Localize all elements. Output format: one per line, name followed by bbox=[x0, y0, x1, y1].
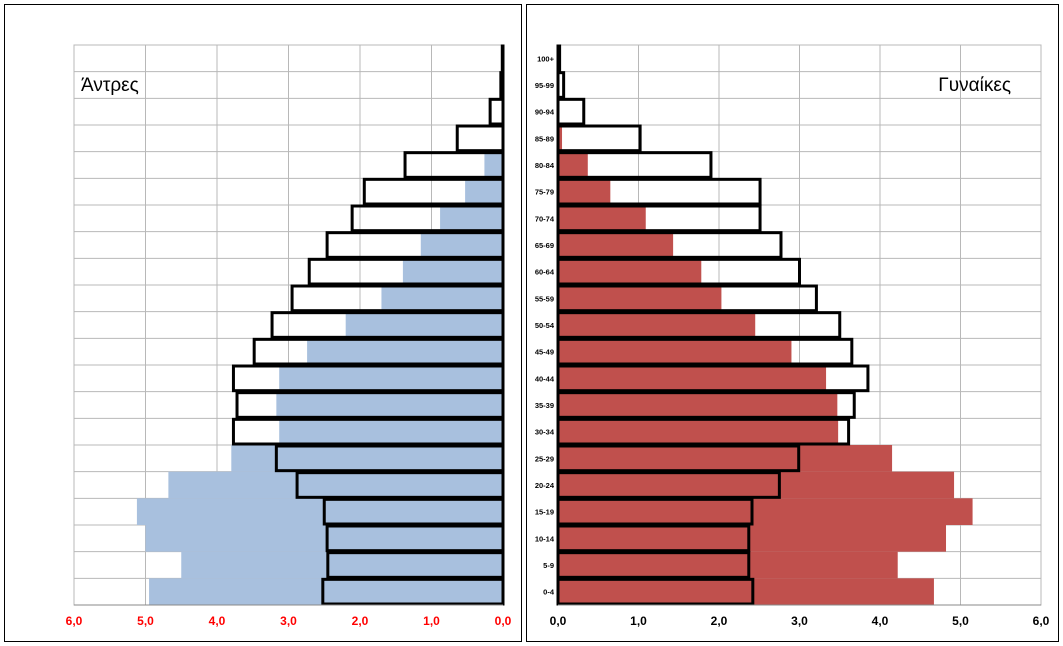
axis bbox=[74, 45, 504, 606]
x-tick-label: 3,0 bbox=[280, 614, 297, 628]
x-tick-label: 0,0 bbox=[550, 614, 567, 628]
bar-fill bbox=[231, 445, 504, 472]
x-tick-labels: 0,0 1,0 2,0 3,0 4,0 5,0 6,0 bbox=[550, 614, 1050, 628]
bar-outline bbox=[455, 124, 505, 153]
category-label: 15-19 bbox=[535, 508, 554, 517]
category-label: 40-44 bbox=[535, 374, 555, 383]
bar-fill bbox=[345, 311, 503, 339]
bar-outline bbox=[556, 97, 586, 126]
x-tick-label: 6,0 bbox=[1033, 614, 1050, 628]
bar-fill bbox=[558, 365, 827, 392]
bar-fill bbox=[558, 178, 611, 205]
bar-fill bbox=[279, 418, 503, 445]
category-label: 20-24 bbox=[535, 481, 555, 490]
bar-fill bbox=[558, 551, 898, 579]
bar-fill bbox=[558, 445, 893, 472]
category-label: 30-34 bbox=[535, 428, 555, 437]
bar-fill bbox=[402, 258, 503, 285]
bar-fill bbox=[558, 285, 722, 312]
bar-fill bbox=[145, 525, 503, 552]
fill-bars bbox=[136, 98, 504, 605]
axis bbox=[557, 45, 1041, 606]
x-tick-label: 2,0 bbox=[711, 614, 728, 628]
bar-fill bbox=[484, 151, 503, 179]
bar-fill bbox=[136, 498, 504, 525]
x-tick-label: 1,0 bbox=[630, 614, 647, 628]
category-label: 45-49 bbox=[535, 348, 554, 357]
bar-fill bbox=[558, 471, 955, 499]
x-tick-label: 5,0 bbox=[952, 614, 969, 628]
x-tick-label: 1,0 bbox=[423, 614, 440, 628]
chart-title-men: Άντρες bbox=[81, 75, 139, 96]
x-tick-label: 0,0 bbox=[495, 614, 512, 628]
category-label: 100+ bbox=[537, 54, 555, 63]
y-tick-labels: 0-4 5-9 10-14 15-19 20-24 25-29 30-34 35-39 40-4… bbox=[535, 54, 555, 596]
category-label: 70-74 bbox=[535, 214, 555, 223]
bar-fill bbox=[440, 205, 503, 232]
category-label: 80-84 bbox=[535, 161, 555, 170]
category-label: 95-99 bbox=[535, 81, 554, 90]
x-tick-label: 5,0 bbox=[137, 614, 154, 628]
bar-fill bbox=[558, 231, 674, 259]
bar-fill bbox=[168, 471, 503, 499]
category-label: 55-59 bbox=[535, 294, 554, 303]
category-label: 50-54 bbox=[535, 321, 555, 330]
x-tick-label: 4,0 bbox=[872, 614, 889, 628]
bar-fill bbox=[558, 151, 588, 179]
chart-panel-women: 0-4 5-9 10-14 15-19 20-24 25-29 30-34 35-39 40-4… bbox=[526, 4, 1059, 642]
bar-fill bbox=[279, 365, 503, 392]
bar-fill bbox=[558, 525, 947, 552]
bar-fill bbox=[558, 205, 646, 232]
pyramid-chart-women: 0-4 5-9 10-14 15-19 20-24 25-29 30-34 35-39 40-4… bbox=[535, 44, 1050, 628]
bar-fill bbox=[558, 311, 756, 339]
category-label: 25-29 bbox=[535, 454, 554, 463]
bar-fill bbox=[558, 498, 973, 525]
x-tick-label: 6,0 bbox=[66, 614, 83, 628]
category-label: 65-69 bbox=[535, 241, 554, 250]
category-label: 5-9 bbox=[543, 561, 554, 570]
bar-fill bbox=[558, 338, 792, 365]
bar-fill bbox=[381, 285, 503, 312]
pyramid-chart-men: 6,0 5,0 4,0 3,0 2,0 1,0 0,0 Άντρες bbox=[66, 44, 512, 628]
bar-fill bbox=[558, 125, 563, 152]
category-label: 85-89 bbox=[535, 134, 554, 143]
bar-fill bbox=[558, 418, 839, 445]
category-label: 35-39 bbox=[535, 401, 554, 410]
chart-panel-men: 6,0 5,0 4,0 3,0 2,0 1,0 0,0 Άντρες bbox=[4, 4, 522, 642]
bar-fill bbox=[149, 578, 503, 605]
category-label: 60-64 bbox=[535, 268, 555, 277]
bar-fill bbox=[465, 178, 503, 205]
bar-fill bbox=[181, 551, 503, 579]
bar-fill bbox=[558, 258, 702, 285]
category-label: 10-14 bbox=[535, 534, 555, 543]
bar-outline bbox=[488, 97, 505, 126]
bar-fill bbox=[276, 391, 503, 419]
category-label: 90-94 bbox=[535, 108, 555, 117]
bar-fill bbox=[307, 338, 503, 365]
x-tick-label: 4,0 bbox=[209, 614, 226, 628]
x-tick-label: 3,0 bbox=[791, 614, 808, 628]
x-tick-labels: 6,0 5,0 4,0 3,0 2,0 1,0 0,0 bbox=[66, 614, 512, 628]
x-tick-label: 2,0 bbox=[352, 614, 369, 628]
bar-outline bbox=[556, 124, 642, 153]
fill-bars bbox=[558, 98, 973, 605]
bar-fill bbox=[558, 578, 934, 605]
bar-fill bbox=[420, 231, 503, 259]
bar-fill bbox=[558, 391, 838, 419]
category-label: 75-79 bbox=[535, 188, 554, 197]
chart-title-women: Γυναίκες bbox=[938, 75, 1011, 96]
category-label: 0-4 bbox=[543, 588, 555, 597]
